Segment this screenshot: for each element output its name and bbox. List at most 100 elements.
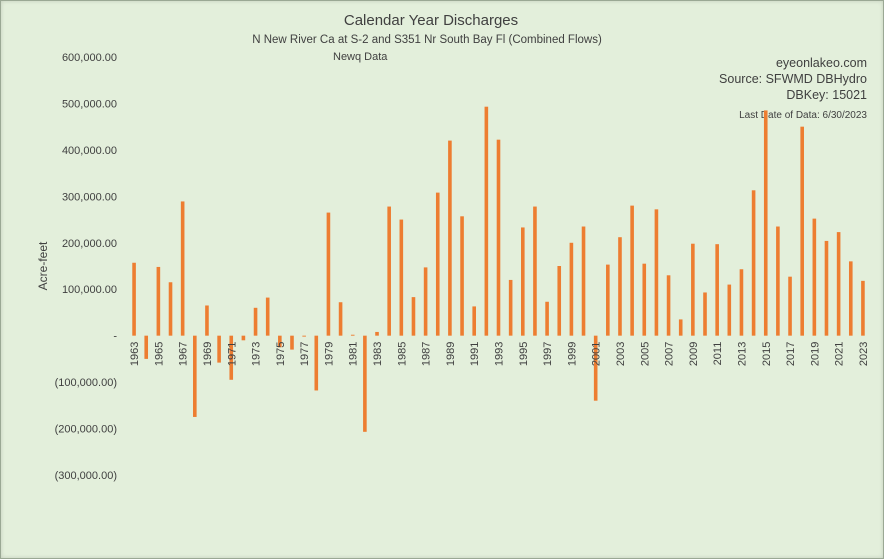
bar-2009 (691, 243, 695, 336)
bar-1976 (290, 335, 294, 350)
bar-2016 (776, 226, 780, 336)
bar-2013 (739, 269, 744, 336)
bar-2019 (812, 218, 817, 336)
x-tick-label: 2017 (785, 342, 797, 366)
bar-2020 (824, 240, 829, 336)
bar-1971 (229, 335, 234, 380)
bar-2002 (606, 264, 610, 336)
y-axis-label: Acre-feet (36, 241, 50, 290)
bar-1969 (205, 305, 209, 336)
x-tick-label: 1989 (445, 342, 457, 366)
y-tick-label: 400,000.00 (62, 145, 117, 157)
x-tick-label: 2009 (688, 342, 700, 366)
bars (132, 106, 865, 432)
bar-1979 (326, 212, 331, 336)
bar-1973 (253, 307, 258, 336)
bar-1991 (472, 306, 476, 336)
bar-1994 (508, 279, 513, 336)
bar-1964 (144, 335, 149, 359)
x-tick-label: 1977 (299, 342, 311, 366)
y-tick-label: (300,000.00) (55, 470, 117, 482)
y-tick-label: 600,000.00 (62, 52, 117, 64)
y-tick-label: - (113, 331, 117, 343)
y-tick-label: 300,000.00 (62, 191, 117, 203)
x-tick-label: 2003 (615, 342, 627, 366)
x-tick-label: 1963 (129, 342, 141, 366)
bar-2021 (836, 232, 841, 336)
bar-1989 (448, 140, 452, 336)
x-tick-label: 2005 (639, 342, 651, 366)
source-line-website: eyeonlakeo.com (776, 56, 867, 70)
bar-1967 (180, 201, 185, 336)
x-tick-label: 2001 (591, 342, 603, 366)
chart-title: Calendar Year Discharges (344, 12, 518, 29)
x-tick-label: 1999 (566, 342, 578, 366)
bar-2022 (848, 261, 853, 336)
bar-2007 (666, 275, 671, 336)
x-tick-label: 1967 (178, 342, 190, 366)
x-tick-label: 2015 (761, 342, 773, 366)
chart-note: Newq Data (333, 51, 388, 63)
y-tick-label: (200,000.00) (55, 424, 117, 436)
bar-1982 (363, 335, 367, 432)
bar-2000 (581, 226, 586, 336)
bar-1995 (521, 227, 525, 336)
bar-1986 (411, 297, 416, 336)
bar-1974 (265, 297, 270, 336)
x-axis-ticks: 1963 1965 1967 1969 1971 1973 1975 1977 1979 1981… (129, 342, 870, 366)
y-tick-label: 100,000.00 (62, 284, 117, 296)
x-tick-label: 1975 (275, 342, 287, 366)
x-tick-label: 2011 (712, 342, 724, 366)
bar-1965 (156, 266, 161, 336)
x-tick-label: 2021 (834, 342, 846, 366)
bar-1988 (435, 192, 440, 336)
x-tick-label: 1979 (323, 342, 335, 366)
x-tick-label: 1971 (226, 342, 238, 366)
bar-1998 (557, 266, 562, 336)
x-tick-label: 1987 (421, 342, 433, 366)
bar-2012 (727, 284, 732, 336)
bar-2010 (703, 292, 707, 336)
bar-1968 (193, 335, 197, 417)
bar-1980 (338, 302, 343, 336)
bar-2014 (751, 190, 756, 336)
y-axis-ticks: 600,000.00 500,000.00 400,000.00 300,000.00… (55, 52, 118, 482)
bar-1970 (217, 335, 221, 363)
source-line-source: Source: SFWMD DBHydro (719, 72, 867, 86)
chart-subtitle: N New River Ca at S-2 and S351 Nr South … (252, 34, 602, 46)
bar-1981 (350, 334, 355, 336)
bar-1999 (569, 242, 574, 336)
bar-2005 (642, 263, 647, 336)
x-tick-label: 1985 (396, 342, 408, 366)
bar-1966 (168, 282, 173, 336)
bar-1987 (423, 267, 428, 336)
bar-1992 (484, 106, 489, 336)
bar-2001 (593, 335, 598, 401)
bar-1996 (533, 206, 537, 336)
x-tick-label: 1965 (153, 342, 165, 366)
bar-2004 (630, 205, 634, 336)
x-tick-label: 1981 (348, 342, 360, 366)
x-tick-label: 2013 (736, 342, 748, 366)
bar-1983 (375, 331, 379, 336)
bar-1977 (302, 335, 306, 337)
bar-1993 (496, 139, 501, 336)
bar-2006 (654, 209, 659, 336)
source-line-dbkey: DBKey: 15021 (786, 88, 867, 102)
x-tick-label: 1993 (494, 342, 506, 366)
x-tick-label: 1969 (202, 342, 214, 366)
bar-2008 (678, 319, 683, 336)
x-tick-label: 1997 (542, 342, 554, 366)
bar-2015 (763, 110, 768, 336)
bar-1975 (278, 335, 282, 348)
x-tick-label: 2019 (809, 342, 821, 366)
bar-2023 (861, 280, 865, 336)
bar-1984 (387, 206, 391, 336)
bar-1990 (460, 216, 464, 336)
bar-1985 (399, 219, 404, 336)
bar-2011 (715, 244, 719, 336)
x-tick-label: 1991 (469, 342, 481, 366)
y-tick-label: 500,000.00 (62, 98, 117, 110)
bar-2018 (800, 126, 804, 336)
